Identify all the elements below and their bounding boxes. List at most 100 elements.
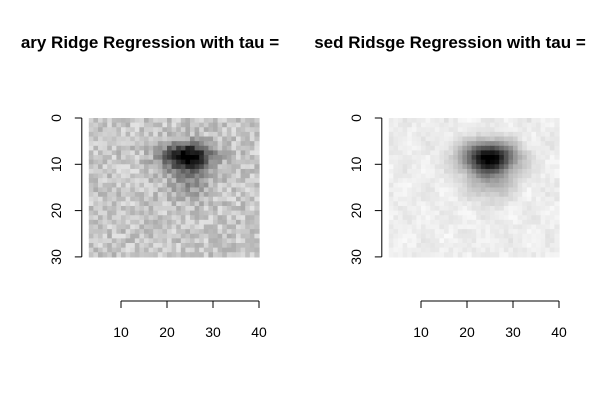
heatmap-cell bbox=[236, 168, 242, 175]
heatmap-cell bbox=[517, 173, 523, 179]
heatmap-cell bbox=[388, 178, 394, 184]
heatmap-cell bbox=[503, 173, 509, 179]
heatmap-cell bbox=[245, 178, 251, 184]
heatmap-cell bbox=[499, 131, 505, 138]
heatmap-cell bbox=[490, 219, 496, 226]
heatmap-cell bbox=[167, 136, 173, 142]
heatmap-cell bbox=[194, 219, 200, 226]
heatmap-cell bbox=[508, 196, 514, 202]
heatmap-cell bbox=[254, 173, 260, 179]
y-tick-label: 30 bbox=[48, 249, 64, 265]
heatmap-cell bbox=[476, 210, 482, 216]
heatmap-cell bbox=[554, 136, 560, 142]
heatmap-cell bbox=[549, 173, 555, 179]
heatmap-cell bbox=[531, 233, 537, 239]
heatmap-cell bbox=[388, 247, 394, 253]
heatmap-cell bbox=[116, 219, 122, 226]
heatmap-cell bbox=[130, 173, 136, 179]
heatmap-cell bbox=[439, 252, 445, 258]
heatmap-cell bbox=[421, 178, 427, 184]
heatmap-cell bbox=[222, 196, 228, 202]
heatmap-cell bbox=[249, 164, 255, 170]
heatmap-cell bbox=[157, 141, 163, 147]
heatmap-cell bbox=[226, 178, 232, 184]
heatmap-cell bbox=[453, 150, 459, 156]
heatmap-cell bbox=[162, 150, 168, 156]
heatmap-cell bbox=[471, 164, 477, 170]
heatmap-cell bbox=[180, 229, 186, 235]
heatmap-cell bbox=[421, 233, 427, 239]
heatmap-cell bbox=[407, 155, 413, 161]
heatmap-cell bbox=[231, 252, 237, 258]
heatmap-cell bbox=[485, 210, 491, 216]
heatmap-cell bbox=[121, 182, 127, 189]
heatmap-cell bbox=[93, 141, 99, 147]
heatmap-cell bbox=[434, 233, 440, 239]
heatmap-cell bbox=[462, 252, 468, 258]
heatmap-cell bbox=[148, 201, 154, 207]
heatmap-cell bbox=[226, 192, 232, 198]
heatmap-cell bbox=[236, 127, 242, 133]
heatmap-cell bbox=[148, 150, 154, 156]
heatmap-cell bbox=[190, 141, 196, 147]
heatmap-cell bbox=[430, 215, 436, 221]
heatmap-cell bbox=[476, 215, 482, 221]
heatmap-cell bbox=[434, 224, 440, 230]
heatmap-cell bbox=[522, 150, 528, 156]
heatmap-cell bbox=[102, 215, 108, 221]
heatmap-cell bbox=[199, 187, 205, 193]
heatmap-cell bbox=[107, 219, 113, 226]
heatmap-cell bbox=[439, 187, 445, 193]
heatmap-cell bbox=[222, 192, 228, 198]
heatmap-cell bbox=[125, 205, 131, 212]
heatmap-cell bbox=[462, 192, 468, 198]
heatmap-cell bbox=[222, 168, 228, 175]
heatmap-cell bbox=[490, 178, 496, 184]
heatmap-cell bbox=[139, 131, 145, 138]
heatmap-cell bbox=[526, 168, 532, 175]
heatmap-cell bbox=[402, 150, 408, 156]
heatmap-cell bbox=[180, 155, 186, 161]
heatmap-cell bbox=[444, 247, 450, 253]
heatmap-cell bbox=[240, 118, 246, 124]
heatmap-cell bbox=[425, 155, 431, 161]
heatmap-cell bbox=[180, 205, 186, 212]
heatmap-cell bbox=[499, 187, 505, 193]
heatmap-cell bbox=[121, 233, 127, 239]
heatmap-cell bbox=[508, 243, 514, 249]
heatmap-cell bbox=[245, 182, 251, 189]
heatmap-cell bbox=[526, 238, 532, 244]
heatmap-cell bbox=[517, 150, 523, 156]
heatmap-cell bbox=[411, 178, 417, 184]
heatmap-cell bbox=[107, 131, 113, 138]
heatmap-cell bbox=[439, 136, 445, 142]
heatmap-cell bbox=[199, 168, 205, 175]
heatmap-cell bbox=[88, 118, 94, 124]
heatmap-cell bbox=[499, 205, 505, 212]
heatmap-cell bbox=[121, 136, 127, 142]
heatmap-cell bbox=[130, 159, 136, 165]
heatmap-cell bbox=[398, 136, 404, 142]
heatmap-cell bbox=[476, 247, 482, 253]
heatmap-cell bbox=[98, 215, 104, 221]
heatmap-cell bbox=[434, 182, 440, 189]
heatmap-cell bbox=[116, 196, 122, 202]
heatmap-cell bbox=[240, 229, 246, 235]
heatmap-cell bbox=[421, 150, 427, 156]
heatmap-cell bbox=[508, 118, 514, 124]
heatmap-cell bbox=[522, 182, 528, 189]
heatmap-cell bbox=[194, 150, 200, 156]
heatmap-cell bbox=[180, 127, 186, 133]
heatmap-cell bbox=[102, 252, 108, 258]
heatmap-cell bbox=[157, 150, 163, 156]
heatmap-cell bbox=[499, 215, 505, 221]
heatmap-cell bbox=[531, 164, 537, 170]
heatmap-cell bbox=[176, 173, 182, 179]
heatmap-cell bbox=[522, 131, 528, 138]
heatmap-cell bbox=[531, 150, 537, 156]
heatmap-cell bbox=[190, 215, 196, 221]
heatmap-cell bbox=[213, 159, 219, 165]
heatmap-cell bbox=[162, 196, 168, 202]
heatmap-cell bbox=[102, 196, 108, 202]
heatmap-cell bbox=[508, 136, 514, 142]
